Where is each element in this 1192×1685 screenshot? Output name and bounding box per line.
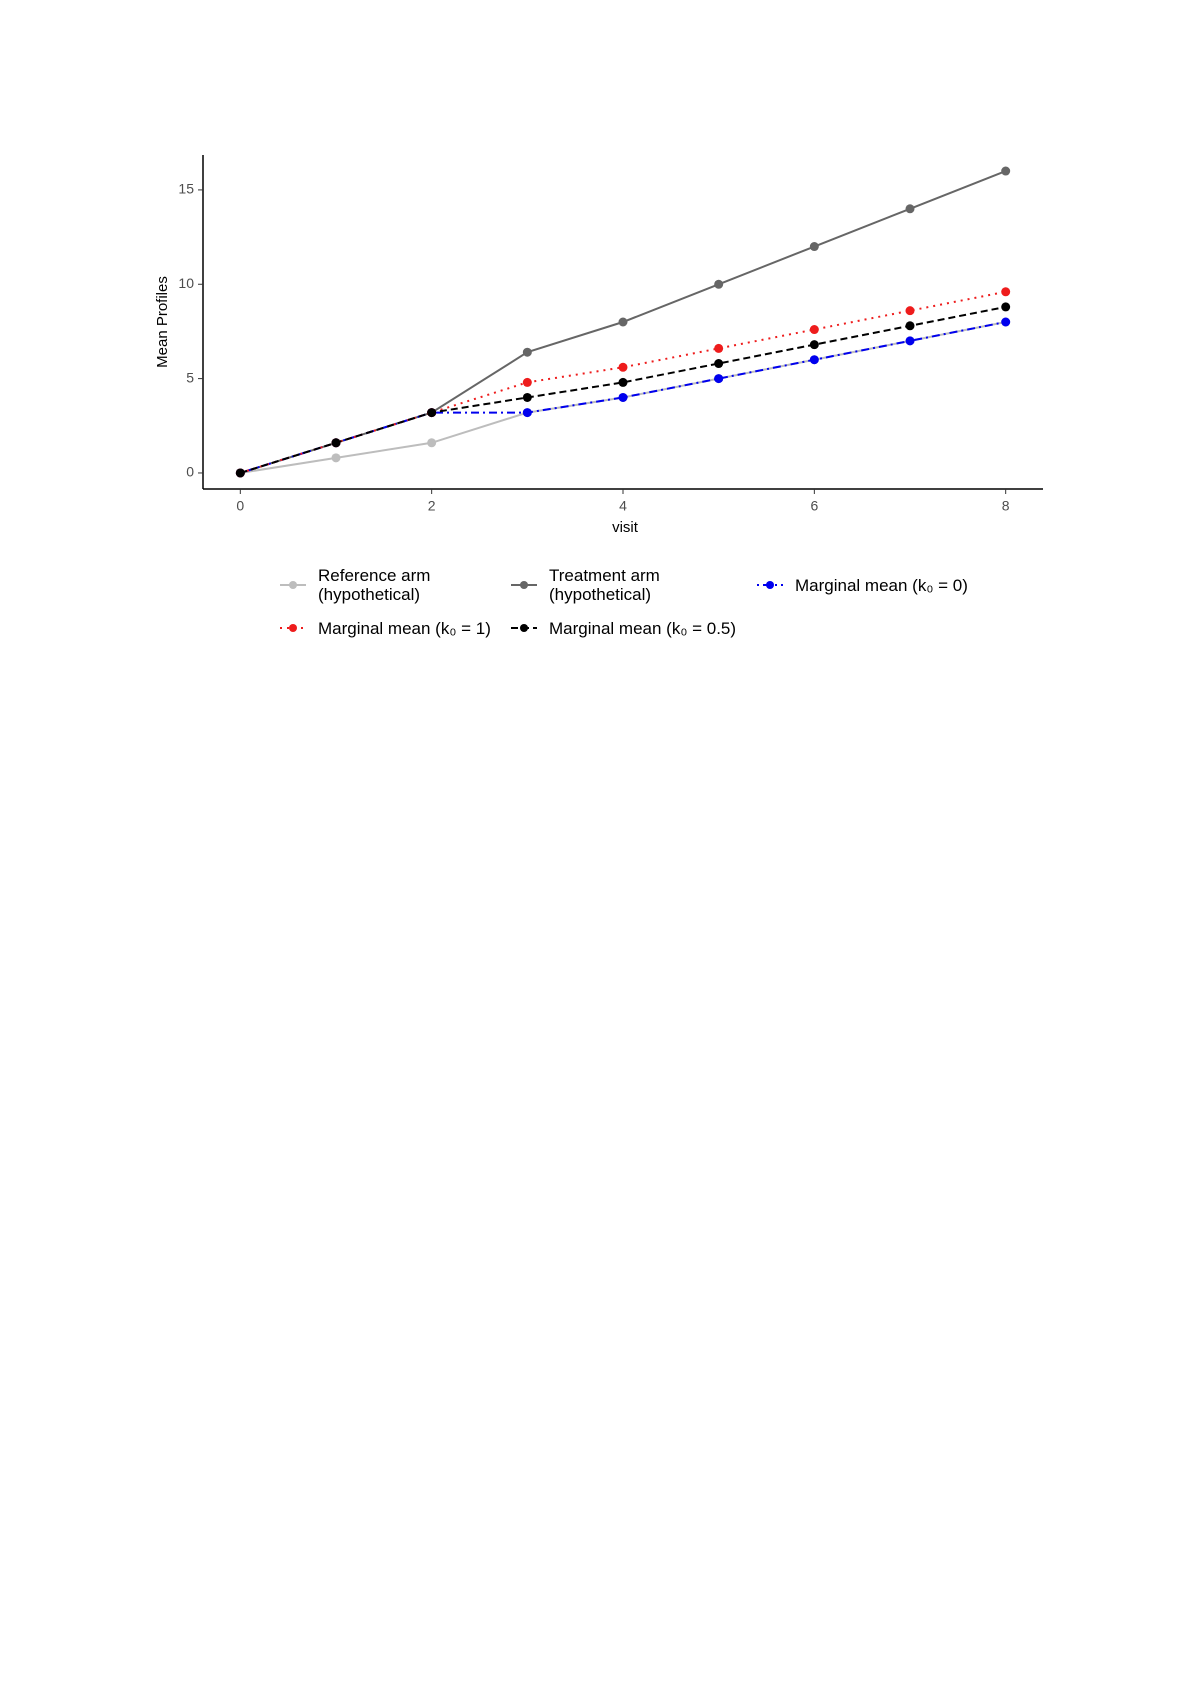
point (522, 347, 532, 357)
x-tick-label: 2 (428, 498, 436, 514)
legend-item: Marginal mean (k₀ = 1) (278, 608, 491, 648)
point (235, 468, 245, 478)
legend-dot (520, 624, 528, 632)
point (618, 392, 628, 402)
legend-swatch (280, 624, 306, 632)
point (714, 374, 724, 384)
point (809, 242, 819, 252)
point (522, 377, 532, 387)
point (1001, 166, 1011, 176)
y-axis-title: Mean Profiles (154, 276, 171, 368)
legend-swatch (757, 581, 783, 589)
legend-dot (520, 581, 528, 589)
point (714, 343, 724, 353)
point (331, 453, 341, 463)
legend-item: Treatment arm (hypothetical) (509, 565, 689, 605)
point (427, 438, 437, 448)
legend-label: Marginal mean (k₀ = 0) (795, 575, 968, 595)
point (905, 336, 915, 346)
legend-label: Marginal mean (k₀ = 0.5) (549, 618, 737, 638)
legend-label: Reference arm (hypothetical) (318, 566, 431, 604)
point (1001, 287, 1011, 297)
x-tick-label: 6 (810, 498, 818, 514)
point (618, 317, 628, 327)
point (809, 355, 819, 365)
x-axis-title: visit (612, 519, 639, 536)
point (905, 204, 915, 214)
point (905, 306, 915, 316)
y-tick-label: 10 (178, 275, 194, 291)
point (714, 279, 724, 289)
point (905, 321, 915, 331)
legend-dot (289, 624, 297, 632)
legend-item: Marginal mean (k₀ = 0) (755, 565, 968, 605)
point (618, 362, 628, 372)
x-tick-label: 8 (1002, 498, 1010, 514)
point (1001, 302, 1011, 312)
x-tick-label: 0 (236, 498, 244, 514)
point (331, 438, 341, 448)
y-tick-label: 15 (178, 181, 194, 197)
legend-dot (766, 581, 774, 589)
legend-label: Treatment arm (hypothetical) (549, 566, 660, 604)
point (427, 408, 437, 418)
legend-swatch (511, 581, 537, 589)
legend-dot (289, 581, 297, 589)
legend-swatch (511, 624, 537, 632)
point (522, 408, 532, 418)
point (1001, 317, 1011, 327)
legend-item: Reference arm (hypothetical) (278, 565, 458, 605)
legend-swatch (280, 581, 306, 589)
legend-label: Marginal mean (k₀ = 1) (318, 618, 491, 638)
chart: visit Mean Profiles 0 5 10 15 0 2 4 6 8 (154, 155, 1043, 536)
point (809, 325, 819, 335)
series-line (240, 305, 1006, 474)
point (618, 377, 628, 387)
point (522, 392, 532, 402)
point (809, 340, 819, 350)
legend-item: Marginal mean (k₀ = 0.5) (509, 608, 736, 648)
point (714, 359, 724, 369)
x-tick-label: 4 (619, 498, 627, 514)
y-tick-label: 5 (186, 369, 194, 385)
y-tick-label: 0 (186, 464, 194, 480)
